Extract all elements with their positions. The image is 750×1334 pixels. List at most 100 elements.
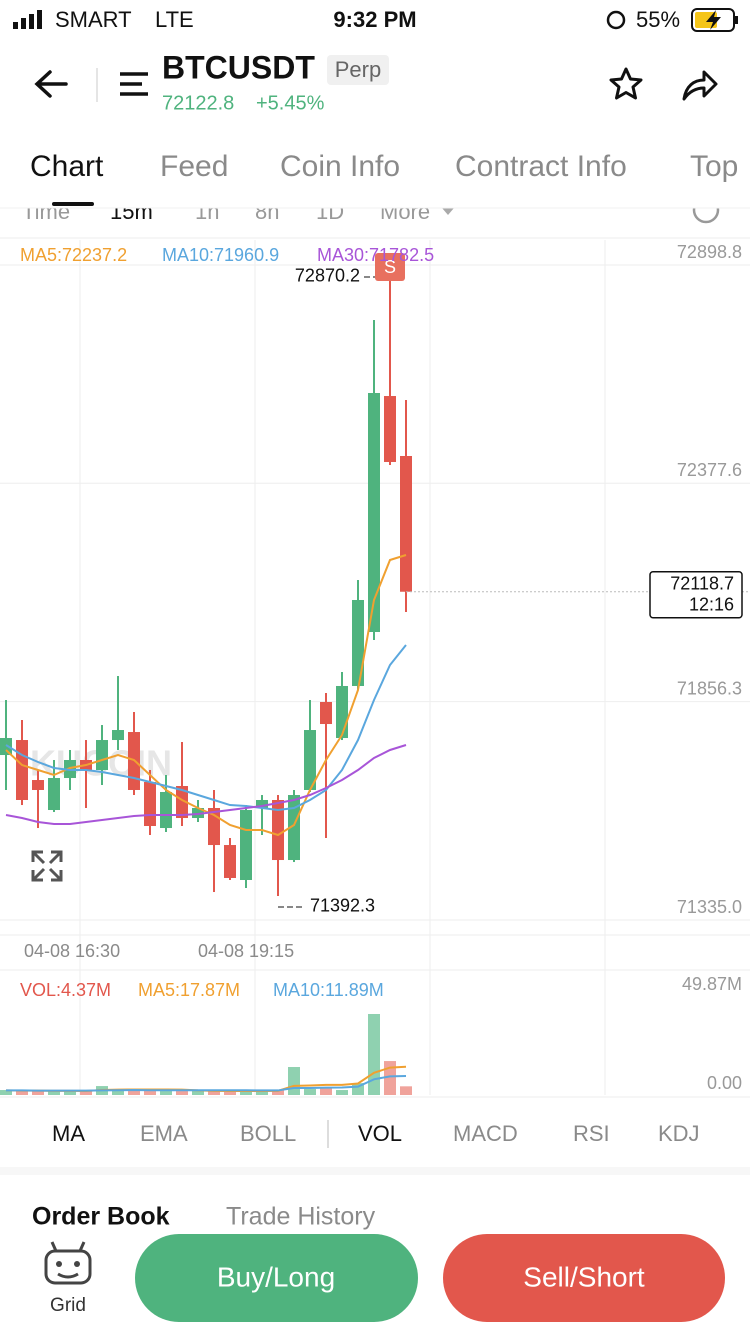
tab[interactable]: Chart [30,150,104,183]
candle-body [304,730,316,790]
volume-bar [368,1014,380,1095]
x-tick-label: 04-08 16:30 [24,941,120,961]
share-button[interactable] [682,70,718,101]
charging-icon [706,10,721,30]
low-label: 71392.3 [310,896,375,916]
signal-bar [29,14,34,29]
sell-label: Sell/Short [523,1261,645,1292]
ma-line [5,744,407,825]
candle-body [256,799,268,808]
signal-badge [375,253,405,281]
volume-bar [224,1092,236,1095]
candle-body [176,786,188,819]
volume-bar [288,1067,300,1095]
tab[interactable]: Feed [160,150,228,183]
tab[interactable]: Coin Info [280,150,400,183]
lock-icon [606,10,626,30]
volume-bar [304,1089,316,1095]
last-price: 72122.8 [162,92,234,114]
candle-chart: 72898.8 72377.6 71856.3 71335.0 72870.2 71392… [0,242,750,921]
tab[interactable]: Top [690,150,738,183]
sell-button[interactable]: Sell/Short [443,1234,725,1322]
signal-bar [13,22,18,29]
indicator-tab[interactable]: EMA [140,1121,188,1146]
tab-bar: Chart Feed Coin Info Contract Info Top [30,150,738,183]
y-tick-label: 0.00 [707,1073,742,1093]
volume-bar [320,1088,332,1095]
y-tick-label: 72898.8 [677,242,742,262]
indicator-tab[interactable]: RSI [573,1121,610,1146]
carrier: SMART [55,7,132,32]
candle-body [336,685,348,739]
x-tick-label: 04-08 19:15 [198,941,294,961]
back-button[interactable] [34,70,68,98]
volume-bar [272,1090,284,1095]
indicator-bg [0,1097,750,1167]
robot-eye [56,1261,62,1267]
robot-detail [50,1241,86,1279]
indicator-tab[interactable]: VOL [358,1121,402,1146]
volume-bar [160,1091,172,1095]
candle-body [240,810,252,880]
favorite-button[interactable] [609,67,643,100]
vertical-grid [79,240,606,1095]
volume-bar [64,1091,76,1095]
grid-button[interactable]: Grid [44,1241,92,1316]
candle-body [96,740,108,771]
signal-bar [37,10,42,29]
ma-legend-item: MA10:71960.9 [162,245,279,265]
badge: Perp [335,57,381,82]
y-tick-label: 49.87M [682,974,742,994]
sell-bg [443,1234,725,1322]
candle-body [288,795,300,861]
ma-line [5,554,407,837]
section-gap [0,1167,750,1175]
ma-legend: MA5:72237.2 MA10:71960.9 MA30:71782.5 [20,245,434,265]
volume-bar [16,1091,28,1095]
indicator-tab[interactable]: BOLL [240,1121,296,1146]
volume-chart: 49.87M 0.00 [0,974,742,1095]
clock: 9:32 PM [333,7,416,32]
volume-bar [128,1090,140,1095]
menu-icon[interactable] [120,72,148,96]
ma-legend-item: MA30:71782.5 [317,245,434,265]
ma-legend-item: MA5:72237.2 [20,245,127,265]
candle-body [112,730,124,741]
y-tick-label: 71856.3 [677,678,742,698]
candle-body [224,845,236,878]
network: LTE [155,7,194,32]
expand-icon[interactable] [31,850,63,882]
indicator-tab[interactable]: MACD [453,1121,518,1146]
volume-bar [0,1090,12,1095]
trade-history-tab[interactable]: Trade History [226,1203,376,1231]
symbol: BTCUSDT [162,49,315,85]
high-label: 72870.2 [295,266,360,286]
y-tick-label: 71335.0 [677,897,742,917]
tab[interactable]: Contract Info [455,150,627,183]
indicator-tab[interactable]: MA [52,1121,85,1146]
order-book-tab[interactable]: Order Book [32,1203,170,1231]
buy-label: Buy/Long [217,1261,335,1292]
robot-eye [74,1261,80,1267]
indicator-tab[interactable]: KDJ [658,1121,700,1146]
tab-underline [52,202,94,206]
buy-button[interactable]: Buy/Long [135,1234,418,1322]
candle-body [16,740,28,800]
battery-text: 55% [636,7,680,32]
candle-body [352,599,364,686]
candle-body [32,780,44,790]
grid-label: Grid [50,1295,86,1316]
volume-bar [144,1091,156,1095]
volume-bar [256,1091,268,1095]
volume-bar [192,1091,204,1095]
volume-bar [176,1091,188,1095]
candle-body [272,799,284,861]
volume-ma-line [6,1074,407,1092]
volume-bar [400,1086,412,1095]
volume-bar [336,1090,348,1095]
volume-legend-item: MA10:11.89M [273,980,384,1000]
header: BTCUSDT Perp 72122.8 +5.45% [34,49,718,114]
candle-body [384,396,396,462]
signal-bar [21,18,26,29]
